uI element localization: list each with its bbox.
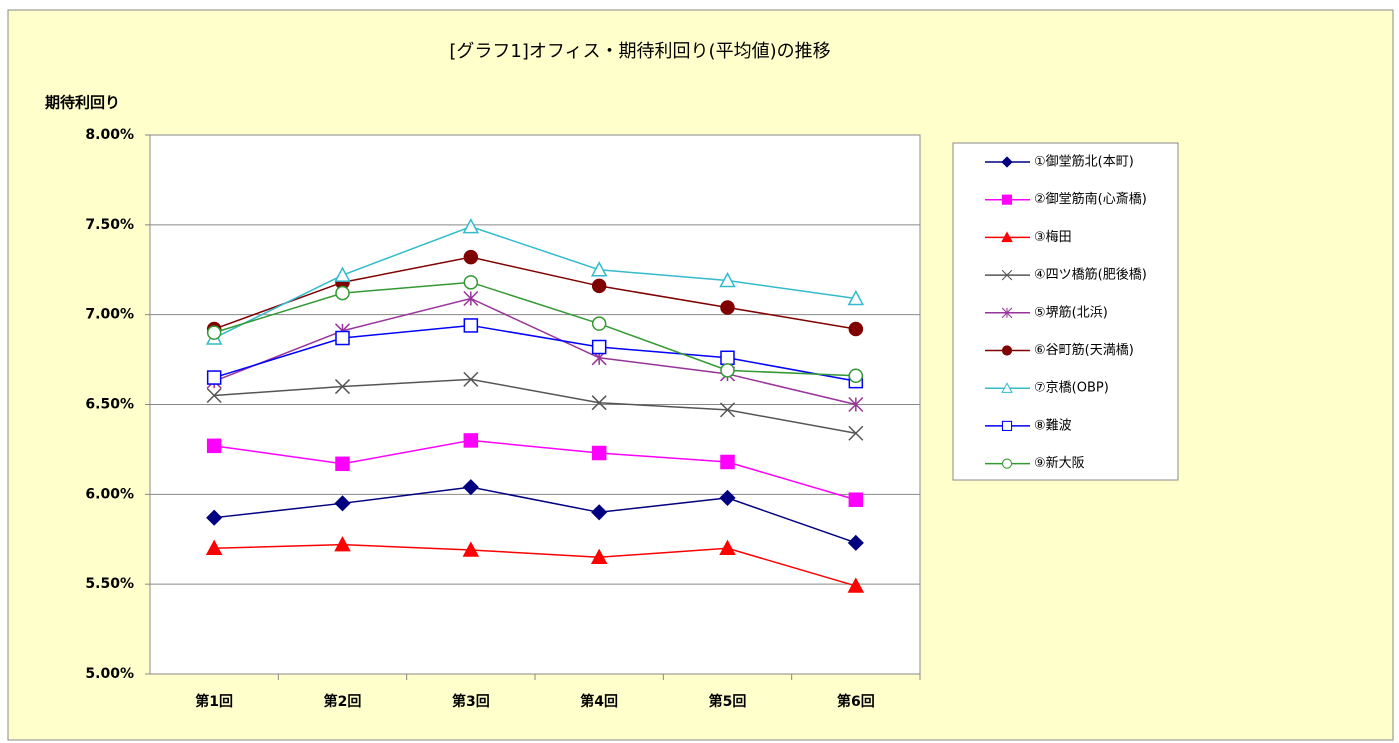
x-tick-label: 第4回	[580, 693, 618, 710]
series-line	[213, 297, 857, 406]
legend-label: ⑤堺筋(北浜)	[1034, 304, 1108, 320]
series-line	[213, 324, 856, 382]
series-line	[213, 256, 856, 330]
legend-label: ⑦京橋(OBP)	[1034, 381, 1109, 396]
series-line	[214, 486, 857, 544]
y-tick-label: 6.00%	[85, 486, 134, 502]
marker	[848, 492, 864, 507]
marker	[335, 285, 350, 301]
marker	[1001, 307, 1013, 319]
y-tick-label: 5.00%	[85, 666, 134, 682]
x-tick-label: 第5回	[709, 693, 747, 710]
x-tick-label: 第6回	[837, 693, 875, 710]
marker	[847, 534, 864, 551]
legend-label: ⑧難波	[1034, 418, 1072, 433]
marker	[591, 316, 607, 331]
marker	[590, 548, 608, 564]
marker	[206, 509, 223, 526]
marker	[719, 539, 736, 555]
y-tick-label: 7.00%	[85, 307, 134, 323]
legend-label: ⑥谷町筋(天満橋)	[1034, 342, 1134, 358]
y-tick-label: 5.50%	[85, 576, 134, 592]
marker	[335, 330, 350, 346]
y-tick-label: 7.50%	[85, 217, 134, 233]
marker	[719, 271, 736, 288]
y-tick-label: 6.50%	[85, 397, 134, 413]
marker	[719, 489, 736, 506]
marker	[334, 266, 351, 282]
marker	[334, 495, 351, 512]
marker	[591, 504, 608, 521]
legend-label: ⑨新大阪	[1034, 455, 1085, 471]
marker	[463, 371, 479, 387]
marker	[590, 261, 608, 277]
marker	[335, 456, 350, 472]
marker	[720, 350, 735, 366]
marker	[720, 300, 735, 315]
marker	[1001, 420, 1013, 431]
marker	[463, 318, 479, 333]
series-line	[213, 281, 856, 377]
y-tick-label: 8.00%	[85, 127, 134, 143]
marker	[591, 278, 607, 294]
marker	[848, 425, 864, 441]
marker	[591, 339, 607, 355]
marker	[1001, 345, 1013, 356]
marker	[206, 438, 222, 454]
x-tick-label: 第1回	[195, 693, 233, 710]
series-line	[213, 225, 856, 339]
series-line	[214, 543, 857, 587]
y-axis-label: 期待利回り	[45, 94, 120, 112]
marker	[848, 368, 864, 384]
legend-label: ①御堂筋北(本町)	[1034, 154, 1134, 170]
marker	[847, 289, 865, 306]
marker	[848, 321, 864, 337]
marker	[847, 577, 865, 593]
marker	[1001, 382, 1013, 393]
series-line	[214, 439, 857, 501]
marker	[1001, 194, 1013, 205]
marker	[591, 445, 607, 461]
marker	[591, 395, 607, 411]
marker	[1001, 269, 1013, 281]
marker	[206, 370, 222, 385]
legend-label: ④四ツ橋筋(肥後橋)	[1034, 267, 1147, 283]
legend-label: ③梅田	[1034, 230, 1072, 245]
marker	[334, 379, 351, 395]
marker	[462, 541, 480, 557]
marker	[720, 454, 735, 470]
marker	[462, 479, 479, 496]
marker	[1001, 231, 1013, 243]
marker	[719, 402, 736, 418]
marker	[848, 396, 864, 413]
chart-title: [グラフ1]オフィス・期待利回り(平均値)の推移	[449, 41, 830, 62]
marker	[1001, 458, 1013, 469]
legend-label: ②御堂筋南(心斎橋)	[1034, 191, 1147, 207]
marker	[334, 536, 351, 552]
marker	[463, 249, 479, 265]
marker	[720, 363, 735, 378]
marker	[463, 275, 479, 290]
marker	[463, 433, 479, 448]
x-tick-label: 第3回	[452, 693, 490, 710]
marker	[206, 387, 222, 404]
marker	[206, 325, 222, 340]
marker	[205, 539, 223, 555]
marker	[462, 218, 480, 234]
marker	[1001, 156, 1013, 168]
x-tick-label: 第2回	[324, 693, 362, 710]
marker	[463, 290, 479, 307]
series-line	[214, 378, 856, 434]
